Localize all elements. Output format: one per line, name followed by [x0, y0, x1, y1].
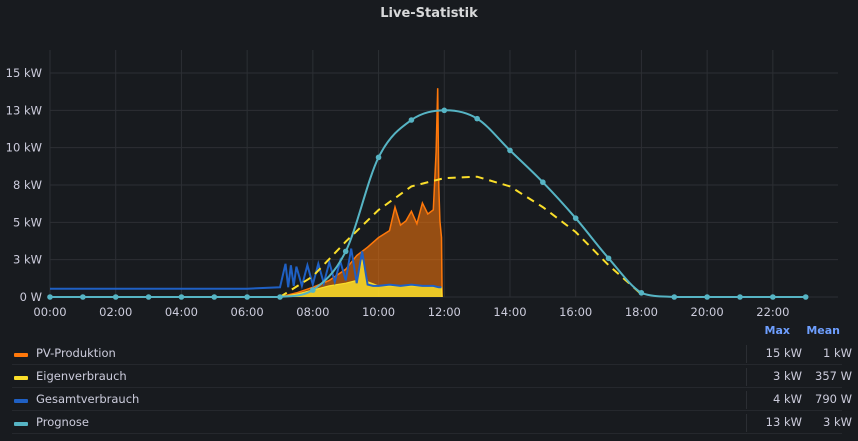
- x-tick-label: 16:00: [559, 305, 592, 319]
- legend-mean-value: 3 kW: [822, 415, 852, 429]
- legend-max-value: 15 kW: [765, 346, 802, 360]
- data-point-prognose: [770, 294, 776, 300]
- legend-label: Eigenverbrauch: [36, 369, 127, 383]
- legend-item-pv-produktion[interactable]: PV-Produktion 15 kW 1 kW: [12, 342, 852, 365]
- data-point-prognose: [47, 294, 53, 300]
- data-point-prognose: [244, 294, 250, 300]
- x-tick-label: 10:00: [362, 305, 395, 319]
- column-divider: [746, 414, 747, 432]
- data-point-prognose: [540, 179, 546, 186]
- data-point-prognose: [112, 294, 119, 300]
- data-point-prognose: [178, 294, 185, 300]
- y-tick-label: 5 kW: [13, 215, 42, 229]
- legend-item-prognose[interactable]: Prognose 13 kW 3 kW: [12, 411, 852, 434]
- data-point-prognose: [145, 294, 152, 300]
- y-tick-label: 3 kW: [13, 253, 42, 267]
- data-point-prognose: [408, 117, 415, 123]
- data-point-prognose: [572, 215, 579, 221]
- x-tick-label: 22:00: [756, 305, 789, 319]
- series-line-gesamtverbrauch: [50, 248, 442, 290]
- y-tick-label: 13 kW: [6, 103, 42, 117]
- legend-mean-value: 357 W: [815, 369, 852, 383]
- legend-label: PV-Produktion: [36, 346, 116, 360]
- legend-mean-value: 1 kW: [822, 346, 852, 360]
- legend-item-gesamtverbrauch[interactable]: Gesamtverbrauch 4 kW 790 W: [12, 388, 852, 411]
- legend-label: Prognose: [36, 415, 89, 429]
- legend-max-value: 4 kW: [772, 392, 802, 406]
- data-point-prognose: [375, 154, 382, 161]
- legend-max-header[interactable]: Max: [764, 324, 790, 337]
- legend-swatch-prognose: [14, 422, 28, 426]
- series-line-pv-produktion: [279, 88, 443, 298]
- data-point-prognose: [80, 294, 86, 300]
- legend-swatch-eigenverbrauch: [14, 376, 28, 380]
- y-tick-label: 8 kW: [13, 178, 42, 192]
- x-tick-label: 14:00: [493, 305, 526, 319]
- chart-plot-area[interactable]: 0 W 3 kW 5 kW 8 kW 10 kW 13 kW 15 kW 00:00 02:00…: [0, 0, 858, 320]
- data-point-prognose: [310, 287, 316, 293]
- y-tick-label: 0 W: [20, 290, 42, 304]
- panel-title[interactable]: Live-Statistik: [380, 6, 478, 21]
- legend-swatch-pv-produktion: [14, 353, 28, 357]
- data-point-prognose: [605, 255, 612, 262]
- legend-mean-value: 790 W: [815, 392, 852, 406]
- data-point-prognose: [342, 248, 349, 255]
- data-point-prognose: [704, 294, 710, 300]
- legend-max-value: 3 kW: [772, 369, 802, 383]
- legend-label: Gesamtverbrauch: [36, 392, 140, 406]
- legend-swatch-gesamtverbrauch: [14, 399, 28, 403]
- column-divider: [746, 368, 747, 386]
- data-point-prognose: [211, 294, 218, 300]
- x-tick-label: 12:00: [428, 305, 461, 319]
- data-point-prognose: [277, 294, 283, 300]
- data-point-prognose: [441, 107, 448, 114]
- x-tick-label: 20:00: [691, 305, 724, 319]
- series-area-pv-produktion: [280, 88, 443, 297]
- x-tick-label: 18:00: [625, 305, 658, 319]
- legend-item-eigenverbrauch[interactable]: Eigenverbrauch 3 kW 357 W: [12, 365, 852, 388]
- legend-mean-header[interactable]: Mean: [806, 324, 840, 337]
- x-tick-label: 06:00: [231, 305, 264, 319]
- data-point-prognose: [507, 147, 513, 154]
- legend-table: Max Mean PV-Produktion 15 kW 1 kW Eigenv…: [0, 320, 858, 441]
- x-tick-label: 02:00: [99, 305, 132, 319]
- x-tick-label: 00:00: [33, 305, 66, 319]
- y-tick-label: 15 kW: [6, 66, 42, 80]
- data-point-prognose: [474, 115, 480, 122]
- data-point-prognose: [802, 294, 809, 300]
- x-tick-label: 04:00: [165, 305, 198, 319]
- data-point-prognose: [737, 294, 743, 300]
- column-divider: [746, 345, 747, 363]
- data-point-prognose: [638, 290, 645, 296]
- x-tick-label: 08:00: [296, 305, 329, 319]
- y-tick-label: 10 kW: [6, 141, 42, 155]
- legend-max-value: 13 kW: [765, 415, 802, 429]
- column-divider: [746, 391, 747, 409]
- series-area-eigenverbrauch: [280, 259, 443, 297]
- data-point-prognose: [671, 294, 678, 300]
